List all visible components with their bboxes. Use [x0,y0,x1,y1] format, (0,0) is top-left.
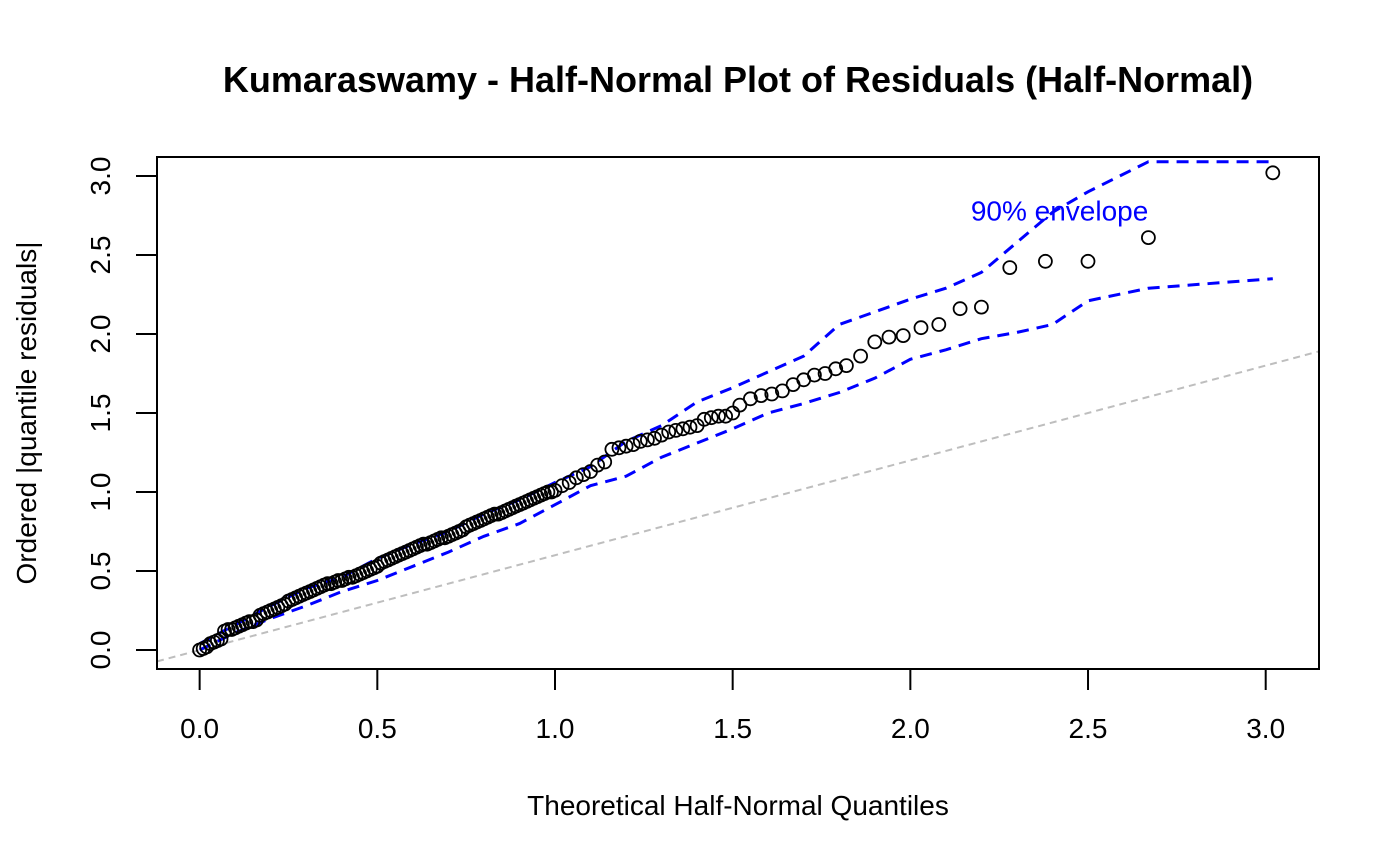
points-layer [192,165,1281,658]
data-point [632,433,648,449]
x-axis: 0.0 0.5 1.0 1.5 2.0 2.5 3.0 [180,668,1285,744]
data-point [668,422,684,438]
x-tick-label: 3.0 [1246,713,1285,744]
data-point [839,358,854,374]
data-point [675,421,691,437]
data-point [895,328,911,344]
data-point [1002,260,1018,276]
y-tick-label: 0.5 [85,552,116,591]
y-axis: 0.0 0.5 1.0 1.5 2.0 2.5 3.0 [85,157,158,670]
data-point [416,536,431,552]
x-tick-label: 1.5 [713,713,752,744]
data-point [1038,253,1053,269]
data-point [952,301,968,317]
data-point [1141,230,1156,246]
x-tick-label: 2.0 [891,713,930,744]
data-point [931,317,947,332]
x-axis-label: Theoretical Half-Normal Quantiles [527,790,949,821]
chart-title: Kumaraswamy - Half-Normal Plot of Residu… [223,59,1253,100]
data-point [853,348,868,364]
data-point [330,573,346,588]
y-axis-label: Ordered |quantile residuals| [11,242,42,585]
y-tick-label: 2.5 [85,236,116,275]
data-point [828,361,844,377]
y-tick-label: 1.0 [85,473,116,512]
envelope-annotation: 90% envelope [971,196,1148,227]
x-tick-label: 2.5 [1069,713,1108,744]
data-point [618,438,634,454]
data-point [703,410,719,426]
y-tick-label: 1.5 [85,394,116,433]
data-point [590,457,605,473]
data-point [807,367,822,383]
reference-line [157,350,1319,663]
data-point [867,334,883,350]
y-tick-label: 0.0 [85,631,116,670]
data-point [647,430,662,446]
data-point [661,424,677,440]
data-point [974,299,989,315]
x-tick-label: 0.5 [358,713,397,744]
envelope-layer [198,160,1273,652]
data-point [604,441,620,457]
data-point [554,478,570,494]
data-point [711,408,726,424]
y-tick-label: 2.0 [85,315,116,354]
data-point [696,411,712,427]
reference-line-layer [157,350,1319,663]
data-point [764,386,780,402]
data-point [568,470,584,486]
data-point [1265,165,1281,181]
x-tick-label: 0.0 [180,713,219,744]
data-point [753,388,769,404]
data-point [597,454,613,470]
data-point [913,320,929,336]
data-point [654,427,669,443]
envelope-lower-line [198,277,1273,652]
x-tick-label: 1.0 [536,713,575,744]
data-point [625,437,641,453]
data-point [732,397,748,413]
y-tick-label: 3.0 [85,157,116,196]
data-point [881,329,897,345]
data-point [611,440,627,456]
data-point [640,432,655,448]
data-point [576,467,591,483]
data-point [1080,253,1096,269]
data-point [775,383,790,399]
data-point [682,419,698,435]
data-point [718,408,733,424]
data-point [743,391,758,407]
data-point [213,631,229,647]
